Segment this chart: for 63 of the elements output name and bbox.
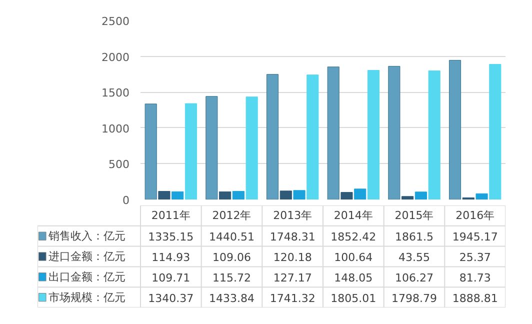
data-label: 1335.15 — [148, 230, 194, 244]
data-label: 109.06 — [212, 251, 252, 264]
y-tick-label: 2000 — [102, 50, 130, 64]
data-label: 109.71 — [152, 271, 190, 284]
y-tick-label: 0 — [122, 194, 130, 207]
data-label: 106.27 — [395, 271, 434, 284]
data-label: 25.37 — [459, 251, 491, 264]
bar — [428, 70, 440, 200]
x-tick-label: 2011年 — [151, 209, 190, 222]
bar — [340, 192, 353, 200]
data-label: 115.72 — [212, 271, 252, 284]
bar — [354, 188, 366, 200]
data-label: 81.73 — [459, 271, 491, 284]
bar — [402, 196, 414, 200]
bar — [448, 60, 462, 200]
bar — [280, 190, 292, 200]
data-label: 1861.5 — [395, 230, 434, 244]
bar — [232, 190, 244, 200]
x-tick-label: 2014年 — [334, 209, 373, 222]
data-label: 1945.17 — [452, 230, 498, 244]
bar — [184, 103, 198, 200]
y-tick-label: 1000 — [102, 122, 130, 136]
data-label: 1741.32 — [270, 292, 316, 305]
bar — [388, 66, 400, 200]
bar — [414, 192, 427, 200]
y-tick-label: 2500 — [102, 15, 130, 28]
bar — [489, 64, 502, 200]
data-label: 1798.79 — [392, 292, 438, 305]
x-tick-label: 2016年 — [456, 209, 495, 222]
bar — [266, 74, 279, 200]
bar — [327, 66, 340, 200]
legend-label: 出口金额：亿元 — [48, 270, 126, 284]
legend-label: 进口金额：亿元 — [48, 250, 126, 263]
data-label: 1748.31 — [270, 230, 316, 244]
data-label: 1440.51 — [209, 230, 255, 244]
data-label: 1852.42 — [330, 230, 376, 244]
x-tick-label: 2015年 — [394, 209, 434, 222]
data-label: 120.18 — [273, 251, 312, 264]
x-tick-label: 2012年 — [212, 209, 252, 222]
data-label: 127.17 — [273, 271, 312, 284]
bar — [293, 190, 306, 200]
bar — [367, 70, 380, 200]
bar — [172, 191, 184, 200]
y-tick-label: 1500 — [102, 86, 130, 100]
legend-label: 销售收入：亿元 — [47, 230, 126, 243]
data-label: 148.05 — [334, 271, 373, 284]
bar — [144, 104, 157, 200]
bar — [158, 191, 170, 200]
data-label: 1888.81 — [452, 292, 498, 305]
legend-label: 市场规模：亿元 — [48, 290, 126, 304]
data-label: 100.64 — [334, 251, 373, 264]
bar — [306, 74, 319, 200]
x-tick-label: 2013年 — [273, 209, 312, 222]
bar — [206, 96, 218, 200]
bar — [219, 191, 232, 200]
bar — [476, 193, 488, 200]
data-label: 1340.37 — [148, 292, 194, 305]
data-label: 1433.84 — [209, 292, 255, 305]
data-label: 114.93 — [152, 251, 190, 264]
bar — [246, 96, 258, 200]
data-label: 1805.01 — [330, 292, 376, 305]
data-label: 43.55 — [398, 251, 430, 264]
y-tick-label: 500 — [108, 158, 130, 172]
